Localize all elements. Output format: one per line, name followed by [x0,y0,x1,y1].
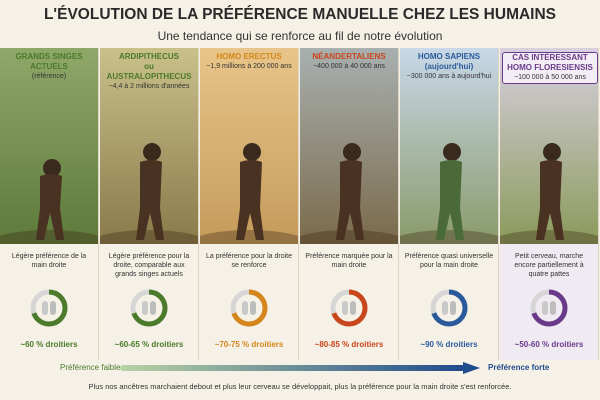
ring [329,288,369,333]
heading-line: (aujourd'hui) [424,62,474,71]
ring [29,288,69,333]
heading-line: NÉANDERTALIENS [312,52,386,61]
description: Légère préférence pour la droite, compar… [108,253,190,278]
title: L'ÉVOLUTION DE LA PRÉFÉRENCE MANUELLE CH… [43,6,557,23]
scale-arrow [120,362,480,374]
ring-icon [430,289,468,327]
figure [289,143,409,258]
scene [289,48,409,258]
scale-right: Préférence forte [488,363,550,372]
period: ~4,4 à 2 millions d'années [108,83,190,90]
period: ~100 000 à 50 000 ans [514,74,586,81]
column: NÉANDERTALIENS ~400 000 à 40 000 ans Préfé… [289,48,409,360]
scene [89,48,209,258]
heading-line: ARDIPITHECUS [118,52,179,61]
description: Petit cerveau, marche encore partielleme… [514,253,584,278]
ring-icon [130,289,168,327]
scene [389,48,509,258]
column: HOMO SAPIENS (aujourd'hui) ~300 000 ans à … [389,48,509,360]
period: ~400 000 à 40 000 ans [313,63,385,70]
footer: Plus nos ancêtres marchaient debout et p… [88,382,512,391]
ring-icon [530,289,568,327]
figure [189,143,309,258]
column: GRANDS SINGES ACTUELS (référence) Légère p… [0,48,109,360]
column: ARDIPITHECUS ou AUSTRALOPITHECUS ~4,4 à 2 m… [89,48,209,360]
ring [229,288,269,333]
subtitle: Une tendance qui se renforce au fil de n… [157,29,443,43]
ring [129,288,169,333]
period: ~1,9 millions à 200 000 ans [206,63,292,70]
ring [429,288,469,333]
ring-icon [30,289,68,327]
ring-icon [230,289,268,327]
heading: HOMO SAPIENS (aujourd'hui) ~300 000 ans à … [402,52,496,82]
heading: ARDIPITHECUS ou AUSTRALOPITHECUS ~4,4 à 2 m… [102,52,196,92]
ring-icon [330,289,368,327]
share: ~80-85 % droitiers [314,340,384,349]
heading: HOMO ERECTUS ~1,9 millions à 200 000 ans [202,52,296,72]
heading-line: GRANDS SINGES ACTUELS [15,52,83,71]
share: ~60-65 % droitiers [114,340,184,349]
share: ~90 % droitiers [420,340,478,349]
heading-line: HOMO FLORESIENSIS [507,63,593,72]
scale-left: Préférence faible [60,363,121,372]
heading: GRANDS SINGES ACTUELS (référence) [2,52,96,82]
description: La préférence pour la droite se renforce [206,253,292,269]
heading-line: ou [144,62,154,71]
column: HOMO ERECTUS ~1,9 millions à 200 000 ans L… [189,48,309,360]
heading-line: AUSTRALOPITHECUS [106,72,192,81]
share: ~60 % droitiers [20,340,78,349]
period: ~300 000 ans à aujourd'hui [406,73,492,80]
scene [189,48,309,258]
heading: NÉANDERTALIENS ~400 000 à 40 000 ans [302,52,396,72]
description: Légère préférence de la main droite [11,253,87,269]
column: CAS INTÉRESSANT HOMO FLORESIENSIS ~100 000… [489,48,600,360]
description: Préférence quasi universelle pour la mai… [404,253,494,269]
heading: CAS INTÉRESSANT HOMO FLORESIENSIS ~100 000… [502,52,598,84]
share: ~50-60 % droitiers [514,340,584,349]
heading-line: CAS INTÉRESSANT [512,53,588,62]
ring [529,288,569,333]
description: Préférence marquée pour la main droite [305,253,393,269]
period: (référence) [31,73,67,80]
heading-line: HOMO ERECTUS [216,52,282,61]
share: ~70-75 % droitiers [214,340,284,349]
heading-line: HOMO SAPIENS [417,52,481,61]
